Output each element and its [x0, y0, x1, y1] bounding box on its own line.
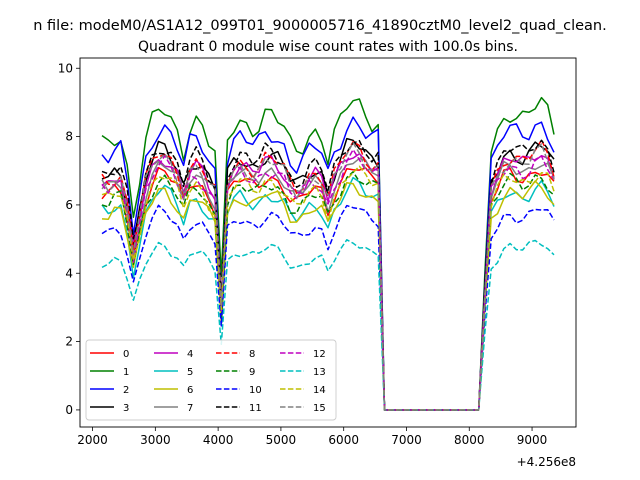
- legend-frame: [85, 339, 337, 421]
- y-tick-label: 8: [65, 130, 73, 144]
- legend-label-7: 7: [187, 403, 193, 414]
- x-tick-label: 6000: [328, 433, 359, 447]
- x-tick-label: 5000: [266, 433, 297, 447]
- series-layer: [101, 96, 555, 411]
- legend-label-2: 2: [123, 385, 129, 396]
- x-axis: 2000 3000 4000 5000 6000 7000 8000 9000: [77, 427, 547, 447]
- x-tick-label: 3000: [140, 433, 171, 447]
- x-offset-label: +4.256e8: [517, 455, 576, 469]
- legend-label-10: 10: [249, 385, 262, 396]
- legend-label-4: 4: [187, 349, 193, 360]
- legend-label-13: 13: [313, 367, 326, 378]
- x-tick-label: 4000: [203, 433, 234, 447]
- legend-label-6: 6: [187, 385, 193, 396]
- y-tick-label: 10: [58, 61, 73, 75]
- legend-label-15: 15: [313, 403, 326, 414]
- y-tick-label: 2: [65, 335, 73, 349]
- legend-label-8: 8: [249, 349, 255, 360]
- legend-label-9: 9: [249, 367, 255, 378]
- series-line-15: [101, 141, 555, 411]
- legend-label-11: 11: [249, 403, 262, 414]
- x-tick-label: 2000: [77, 433, 108, 447]
- legend-label-3: 3: [123, 403, 129, 414]
- y-tick-label: 0: [65, 403, 73, 417]
- plot-frame: [79, 57, 577, 428]
- series-line-12: [101, 148, 555, 411]
- y-axis: 0 2 4 6 8 10: [58, 61, 80, 417]
- legend-label-1: 1: [123, 367, 129, 378]
- y-tick-label: 6: [65, 198, 73, 212]
- x-tick-label: 8000: [454, 433, 485, 447]
- figure-suptitle: n file: modeM0/AS1A12_099T01_9000005716_…: [33, 18, 607, 34]
- chart-title: Quadrant 0 module wise count rates with …: [138, 39, 518, 55]
- y-tick-label: 4: [65, 266, 73, 280]
- legend-label-5: 5: [187, 367, 193, 378]
- legend-label-12: 12: [313, 349, 326, 360]
- legend-label-0: 0: [123, 349, 129, 360]
- x-tick-label: 9000: [517, 433, 548, 447]
- legend-label-14: 14: [313, 385, 326, 396]
- x-tick-label: 7000: [391, 433, 422, 447]
